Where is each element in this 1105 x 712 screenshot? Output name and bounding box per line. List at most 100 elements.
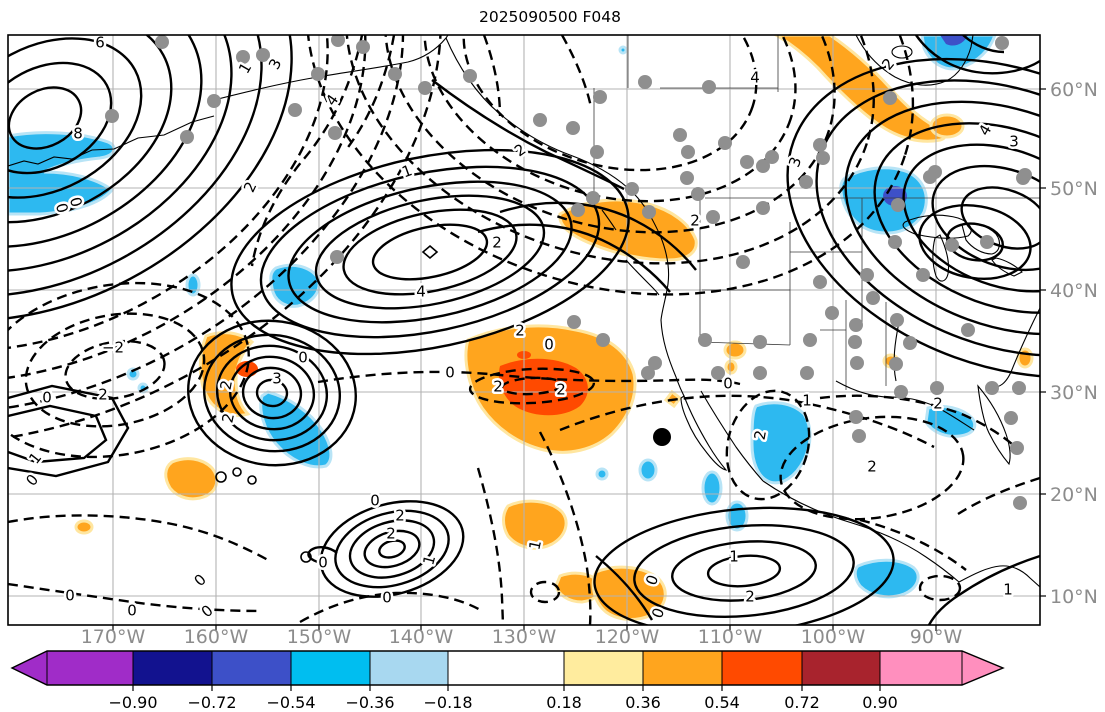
station-dot [756, 159, 770, 173]
contour-label: 2 [556, 380, 566, 398]
contour-line-solid [477, 223, 671, 293]
station-marker-layer [105, 35, 1032, 510]
contour-label: 3 [265, 56, 285, 73]
station-dot [891, 198, 905, 212]
contour-line-solid [595, 555, 654, 621]
negative-anomaly-patch [750, 401, 812, 485]
x-axis-labels: 170°W 160°W 150°W 140°W 130°W 120°W 110°W 100°W… [81, 626, 963, 648]
negative-anomaly-patch [269, 263, 321, 308]
colorbar-segment [802, 651, 880, 685]
station-dot [961, 323, 975, 337]
contour-line-solid [8, 35, 233, 273]
contour-line-solid [348, 519, 436, 579]
colorbar-tick-label: −0.18 [423, 693, 472, 712]
coastline-layer [8, 35, 1040, 588]
x-tick-label: 170°W [81, 626, 146, 648]
contour-label: 0 [65, 586, 75, 604]
station-dot [328, 126, 342, 140]
contour-center-mark [421, 244, 439, 260]
x-tick-label: 150°W [287, 626, 352, 648]
station-dot [388, 67, 402, 81]
station-dot [916, 268, 930, 282]
contour-label: 0 [445, 363, 455, 381]
positive-anomaly-patch [723, 340, 747, 360]
x-tick-label: 100°W [801, 626, 866, 648]
station-dot [980, 235, 994, 249]
station-dot [331, 35, 345, 47]
contour-line-solid [363, 529, 421, 569]
station-dot [330, 250, 344, 264]
coastline [958, 565, 1040, 588]
contour-line-solid [946, 222, 1004, 262]
contour-line-dashed [305, 35, 915, 296]
station-dot [860, 268, 874, 282]
contour-line-solid [342, 208, 518, 296]
colorbar-segment [212, 651, 291, 685]
station-dot [883, 91, 897, 105]
station-dot [852, 429, 866, 443]
station-dot [718, 136, 732, 150]
contour-line-solid [228, 355, 316, 431]
positive-anomaly-patch [724, 359, 738, 375]
station-dot [566, 121, 580, 135]
station-dot [756, 201, 770, 215]
station-dot [1013, 496, 1027, 510]
contour-line-solid [334, 509, 450, 589]
contour-line-solid [247, 475, 257, 485]
contour-label: 0 [382, 588, 392, 606]
station-dot [765, 150, 779, 164]
positive-anomaly-patch [164, 457, 219, 501]
station-dot [736, 255, 750, 269]
contour-line-solid [371, 223, 489, 281]
station-dot [698, 333, 712, 347]
contour-line-solid [960, 186, 1040, 250]
y-tick-label: 30°N [1050, 382, 1098, 404]
station-dot [586, 191, 600, 205]
station-dot [945, 238, 959, 252]
colorbar-segment [370, 651, 448, 685]
colorbar-outline [10, 650, 1005, 686]
contour-label: 2 [240, 179, 260, 195]
contour-line-dashed [8, 35, 367, 384]
station-dot [1018, 168, 1032, 182]
contour-line-solid [8, 61, 113, 175]
station-dot [849, 410, 863, 424]
contour-label: 1 [802, 391, 812, 409]
y-tick-label: 50°N [1050, 178, 1098, 200]
station-dot [691, 187, 705, 201]
contour-line-solid [873, 122, 1040, 314]
station-dot [642, 205, 656, 219]
contour-line-solid [902, 143, 1040, 293]
colorbar-tick-label: 0.18 [546, 693, 582, 712]
station-dot [311, 67, 325, 81]
contour-line-solid [202, 333, 342, 453]
contour-label: 2 [878, 55, 898, 74]
contour-line-dashed [24, 312, 206, 428]
colorbar-tick-label: −0.90 [108, 693, 157, 712]
contour-line-solid [915, 35, 1040, 75]
contour-label: 0 [190, 570, 209, 589]
station-dot [590, 145, 604, 159]
station-dot [813, 138, 827, 152]
contour-line-solid [8, 35, 173, 224]
contour-line-dashed [8, 514, 269, 562]
station-dot [848, 335, 862, 349]
contour-line-solid [255, 378, 289, 408]
station-dot [702, 80, 716, 94]
station-dot [463, 69, 477, 83]
positive-anomaly-patch [74, 519, 94, 535]
negative-anomaly-patch [638, 458, 658, 482]
contour-line-dashed [559, 394, 935, 449]
station-dot [985, 381, 999, 395]
colorbar-right-arrow [962, 651, 1003, 685]
colorbar-segment [643, 651, 722, 685]
coastline [902, 214, 972, 239]
negative-anomaly-patch [185, 273, 201, 297]
station-dot [825, 306, 839, 320]
contour-line-solid [706, 554, 782, 588]
figure-title: 2025090500 F048 [479, 8, 621, 26]
negative-anomaly-patch [126, 367, 140, 381]
contour-label: 1 [729, 547, 739, 565]
station-dot [1010, 441, 1024, 455]
colorbar-tick-label: −0.36 [345, 693, 394, 712]
